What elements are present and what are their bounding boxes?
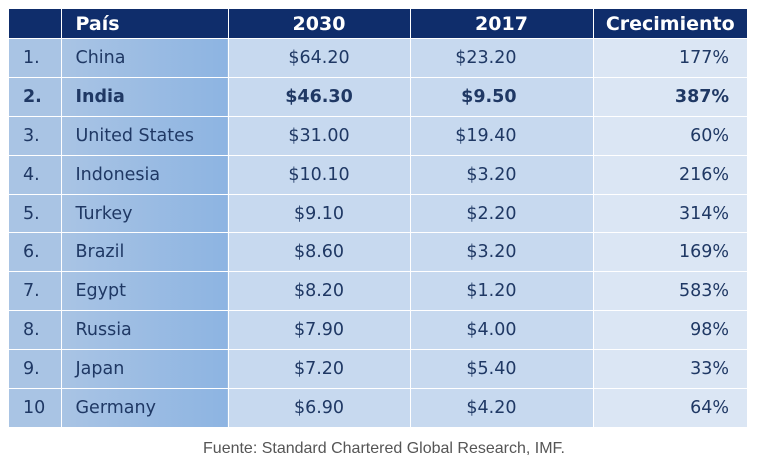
cell-rank: 5. — [9, 193, 62, 233]
cell-rank: 2. — [9, 76, 62, 117]
cell-country: India — [61, 76, 229, 117]
header-growth: Crecimiento — [593, 9, 747, 39]
cell-2017: $9.50 — [410, 76, 594, 117]
cell-growth: 60% — [593, 115, 747, 156]
table-row: 3. United States $31.00 $19.40 60% — [9, 115, 747, 156]
cell-2030: $7.20 — [228, 349, 411, 389]
cell-rank: 6. — [9, 232, 62, 272]
table-row: 8. Russia $7.90 $4.00 98% — [9, 310, 747, 350]
cell-2030: $64.20 — [228, 38, 411, 78]
gdp-ranking-table-wrapper: País 2030 2017 Crecimiento 1. China $64.20… — [9, 9, 747, 427]
table-row: 9. Japan $7.20 $5.40 33% — [9, 349, 747, 389]
cell-2030: $9.10 — [228, 193, 411, 233]
cell-country: Indonesia — [61, 154, 229, 195]
cell-rank: 4. — [9, 154, 62, 195]
table-row: 2. India $46.30 $9.50 387% — [9, 76, 747, 117]
table-row: 7. Egypt $8.20 $1.20 583% — [9, 271, 747, 311]
cell-country: Japan — [61, 349, 229, 389]
cell-country: Brazil — [61, 232, 229, 272]
cell-2030: $8.20 — [228, 271, 411, 311]
header-2017: 2017 — [410, 9, 594, 39]
cell-rank: 7. — [9, 271, 62, 311]
table-body: 1. China $64.20 $23.20 177% 2. India $46.30 $9.5… — [9, 38, 747, 427]
cell-rank: 9. — [9, 349, 62, 389]
source-note: Fuente: Standard Chartered Global Resear… — [203, 440, 565, 457]
cell-growth: 387% — [593, 76, 747, 117]
cell-growth: 98% — [593, 310, 747, 350]
cell-2017: $4.00 — [410, 310, 594, 350]
cell-growth: 169% — [593, 232, 747, 272]
cell-country: Germany — [61, 388, 229, 427]
cell-2017: $4.20 — [410, 388, 594, 427]
table-row: 5. Turkey $9.10 $2.20 314% — [9, 193, 747, 233]
cell-2017: $3.20 — [410, 232, 594, 272]
cell-2017: $2.20 — [410, 193, 594, 233]
cell-rank: 10 — [9, 388, 62, 427]
table-row: 4. Indonesia $10.10 $3.20 216% — [9, 154, 747, 195]
cell-country: United States — [61, 115, 229, 156]
cell-2030: $7.90 — [228, 310, 411, 350]
table-row: 6. Brazil $8.60 $3.20 169% — [9, 232, 747, 272]
cell-2030: $10.10 — [228, 154, 411, 195]
cell-country: Egypt — [61, 271, 229, 311]
cell-2017: $23.20 — [410, 38, 594, 78]
cell-2030: $8.60 — [228, 232, 411, 272]
cell-growth: 216% — [593, 154, 747, 195]
cell-2030: $31.00 — [228, 115, 411, 156]
cell-2030: $46.30 — [228, 76, 411, 117]
header-country: País — [61, 9, 229, 39]
table-row: 10 Germany $6.90 $4.20 64% — [9, 388, 747, 427]
cell-rank: 8. — [9, 310, 62, 350]
cell-2030: $6.90 — [228, 388, 411, 427]
cell-growth: 177% — [593, 38, 747, 78]
cell-2017: $3.20 — [410, 154, 594, 195]
table-row: 1. China $64.20 $23.20 177% — [9, 38, 747, 78]
cell-growth: 314% — [593, 193, 747, 233]
header-row: País 2030 2017 Crecimiento — [9, 9, 747, 39]
cell-country: Russia — [61, 310, 229, 350]
cell-growth: 33% — [593, 349, 747, 389]
cell-country: China — [61, 38, 229, 78]
cell-2017: $5.40 — [410, 349, 594, 389]
cell-growth: 583% — [593, 271, 747, 311]
cell-2017: $19.40 — [410, 115, 594, 156]
cell-country: Turkey — [61, 193, 229, 233]
cell-rank: 1. — [9, 38, 62, 78]
header-2030: 2030 — [228, 9, 411, 39]
cell-growth: 64% — [593, 388, 747, 427]
header-rank — [9, 9, 62, 39]
cell-rank: 3. — [9, 115, 62, 156]
gdp-ranking-table: País 2030 2017 Crecimiento 1. China $64.20… — [9, 9, 747, 427]
table-header: País 2030 2017 Crecimiento — [9, 9, 747, 39]
cell-2017: $1.20 — [410, 271, 594, 311]
